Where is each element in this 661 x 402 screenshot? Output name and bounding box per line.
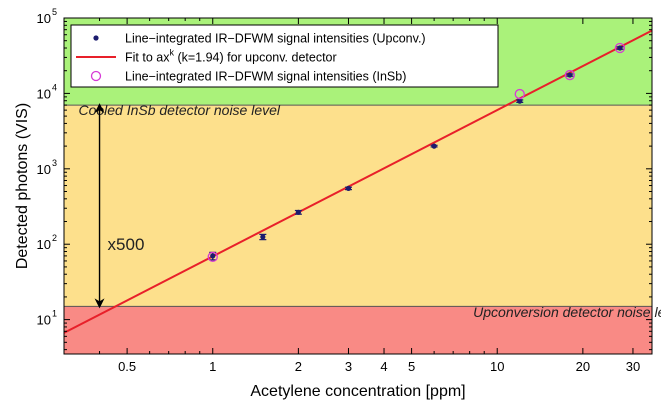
legend-label-insb: Line−integrated IR−DFWM signal intensiti…: [125, 70, 406, 84]
y-tick-base: 10: [37, 11, 51, 26]
legend-fit-suffix: (k=1.94) for upconv. detector: [174, 51, 337, 65]
data-point-insb: [564, 69, 575, 81]
y-tick-exponent: 3: [52, 158, 57, 168]
legend-symbol-insb: [90, 70, 102, 82]
data-point-upconv: [431, 143, 437, 149]
y-tick-exponent: 1: [52, 309, 57, 319]
data-point-upconv: [260, 234, 266, 240]
annotations-layer: Cooled InSb detector noise level Upconver…: [78, 102, 661, 320]
y-tick-base: 10: [37, 86, 51, 101]
noise-region-1: [64, 105, 652, 307]
legend-label-fit: Fit to axk (k=1.94) for upconv. detector: [125, 48, 337, 65]
legend-fit-sup: k: [169, 48, 174, 58]
data-point-upconv: [567, 72, 573, 78]
data-point-upconv: [295, 209, 301, 215]
y-tick-exponent: 4: [52, 82, 57, 92]
data-point-insb: [207, 251, 218, 262]
y-tick-label: 10: [37, 313, 51, 328]
y-tick-base: 10: [37, 313, 51, 328]
legend: Line−integrated IR−DFWM signal intensiti…: [70, 24, 499, 88]
x-tick-label: 4: [380, 359, 387, 374]
y-tick-label: 10: [37, 162, 51, 177]
x-tick-label: 2: [295, 359, 302, 374]
legend-label-upconv: Line−integrated IR−DFWM signal intensiti…: [125, 32, 426, 46]
legend-fit-prefix: Fit to ax: [125, 51, 170, 65]
annotation-ratio: x500: [108, 235, 145, 254]
y-tick-label: 10: [37, 11, 51, 26]
y-tick-label: 10: [37, 237, 51, 252]
legend-symbol-upconv: [93, 35, 99, 41]
data-point-insb: [614, 42, 626, 54]
y-tick-base: 10: [37, 162, 51, 177]
x-tick-label: 30: [626, 359, 640, 374]
y-tick-exponent: 2: [52, 233, 57, 243]
x-tick-label: 1: [209, 359, 216, 374]
data-points-layer: [207, 42, 626, 262]
y-tick-base: 10: [37, 237, 51, 252]
data-point-upconv: [345, 185, 352, 191]
data-point-insb: [514, 88, 525, 100]
x-tick-label: 20: [576, 359, 590, 374]
y-tick-label: 10: [37, 86, 51, 101]
x-tick-label: 3: [345, 359, 352, 374]
fit-line: [64, 29, 652, 334]
x-axis-title: Acetylene concentration [ppm]: [250, 383, 465, 400]
y-tick-exponent: 5: [52, 7, 57, 17]
data-point-upconv: [210, 253, 216, 259]
noise-region-2: [64, 306, 652, 354]
x-tick-label: 5: [408, 359, 415, 374]
annotation-upconv-noise: Upconversion detector noise level: [473, 304, 661, 320]
x-tick-label: 0.5: [118, 359, 136, 374]
data-point-upconv: [617, 45, 623, 51]
legend-box: [70, 24, 499, 88]
y-axis-title: Detected photons (VIS): [14, 103, 31, 269]
fit-curve-layer: [64, 29, 652, 334]
annotation-insb-noise: Cooled InSb detector noise level: [78, 102, 280, 118]
data-point-upconv: [517, 98, 523, 104]
x-tick-label: 10: [490, 359, 504, 374]
